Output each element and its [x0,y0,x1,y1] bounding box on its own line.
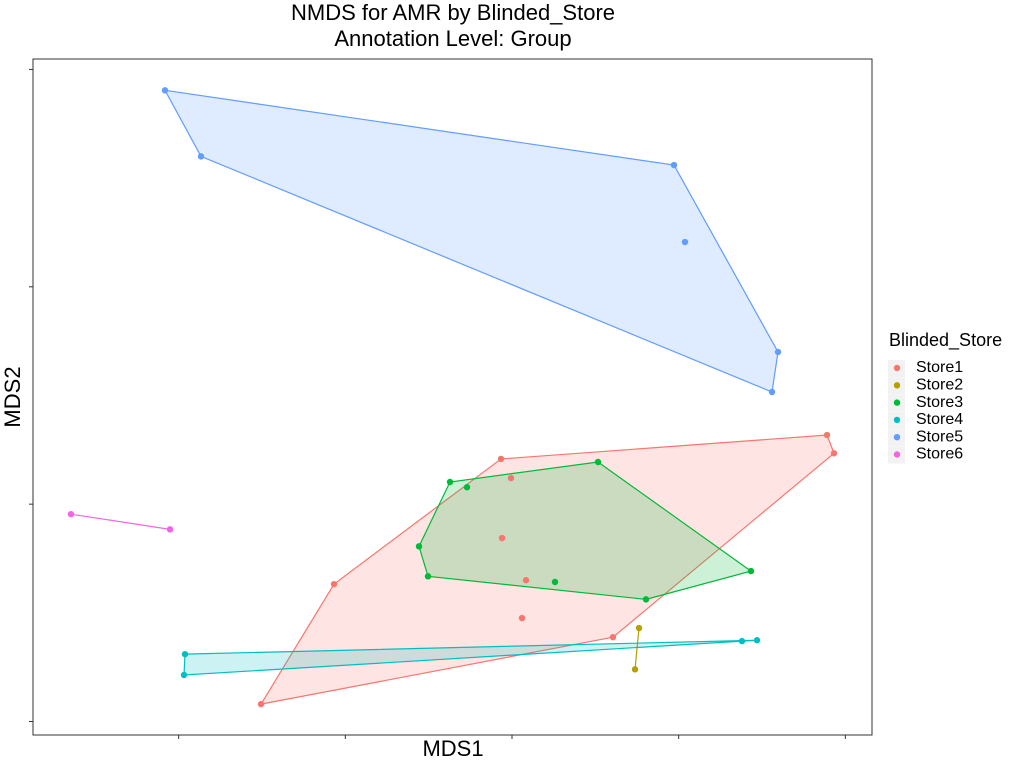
legend-label: Store2 [916,377,963,394]
legend-label: Store1 [916,359,963,376]
hull [163,89,779,393]
chart-subtitle: Annotation Level: Group [334,26,571,51]
point [181,650,189,658]
point [681,238,689,246]
chart-title: NMDS for AMR by Blinded_Store [291,0,615,25]
legend-label: Store6 [916,446,963,463]
y-axis-label: MDS2 [0,366,25,427]
legend-label: Store3 [916,394,963,411]
point [424,573,432,580]
plot-border [32,58,873,736]
legend-marker [893,364,901,372]
point [446,478,454,486]
point [631,666,639,673]
hulls [70,89,835,705]
point [498,534,506,542]
point [594,458,602,466]
point [67,510,75,518]
hull [634,627,640,670]
point [161,87,169,94]
point [518,614,526,622]
legend-marker [893,451,901,458]
point [415,543,423,550]
point [670,161,678,169]
point [330,580,338,588]
point [180,671,188,679]
point [830,450,838,457]
legend-marker [893,434,901,441]
point [551,578,559,586]
point [463,484,471,491]
hull [183,639,758,676]
legend-title: Blinded_Store [889,330,1002,351]
point [738,637,746,645]
x-axis-label: MDS1 [422,736,483,761]
point [635,624,643,632]
hull [70,513,171,530]
point [774,348,782,356]
legend-marker [893,399,901,406]
point [166,526,174,533]
point [497,455,505,463]
point [823,431,831,439]
points [67,87,838,708]
legend-label: Store4 [916,411,963,428]
point [522,577,530,584]
legend-marker [893,382,901,389]
point [197,153,205,160]
point [642,596,650,603]
point [768,388,776,396]
point [609,633,617,641]
point [747,567,755,575]
point [257,700,265,708]
point [507,474,515,482]
point [753,637,761,644]
legend-label: Store5 [916,428,963,445]
legend-marker [893,416,901,424]
